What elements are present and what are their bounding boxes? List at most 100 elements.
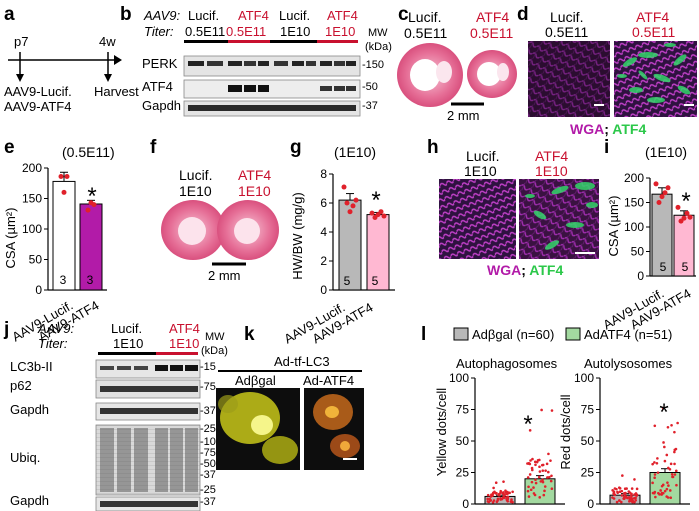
- e-note: (0.5E11): [62, 144, 115, 160]
- panel-letter-b: b: [120, 4, 132, 25]
- h-stain2: ATF4: [529, 262, 563, 278]
- h-titer2: 1E10: [535, 163, 568, 179]
- f-ctrl: Lucif.: [179, 167, 212, 183]
- data-point: [91, 202, 97, 208]
- data-point: [653, 424, 657, 428]
- y-tick-label: 200: [22, 161, 42, 175]
- data-point: [634, 498, 638, 502]
- data-point: [491, 494, 494, 498]
- data-point: [494, 481, 498, 484]
- data-point: [486, 497, 489, 501]
- e-ylabel: CSA (µm²): [3, 208, 18, 269]
- i-n2: 5: [682, 260, 689, 274]
- data-point: [673, 462, 676, 466]
- y-tick-label: 25: [456, 466, 470, 480]
- data-point: [493, 490, 496, 494]
- panel-letter-c: c: [398, 4, 409, 25]
- panel-letter-f: f: [150, 137, 157, 158]
- data-point: [532, 486, 535, 489]
- y-tick-label: 200: [624, 171, 644, 185]
- data-point: [496, 497, 500, 501]
- panel-l-charts: Adβgal (n=60) AdATF4 (n=51) Autophagosom…: [434, 327, 690, 511]
- data-point: [661, 406, 665, 410]
- data-point: [631, 500, 634, 504]
- i-n1: 5: [660, 260, 667, 274]
- c-titer1: 0.5E11: [404, 25, 448, 41]
- panel-letter-a: a: [4, 4, 15, 25]
- b-mw-37: -37: [362, 100, 378, 112]
- chart-l2-plot: 0 25 50 75 100: [574, 371, 690, 511]
- data-point: [630, 487, 634, 490]
- data-point: [621, 474, 624, 477]
- data-point: [498, 493, 501, 497]
- y-tick-label: 75: [581, 403, 595, 417]
- data-point: [653, 181, 659, 187]
- b-mw-label: MW: [368, 27, 388, 39]
- panel-d-fluor: Lucif. ATF4 0.5E11 0.5E11 WGA; ATF4: [528, 9, 697, 137]
- data-point: [622, 497, 625, 500]
- b-row2-label: Titer:: [144, 24, 174, 39]
- f-trt: ATF4: [238, 167, 271, 183]
- h-trt: ATF4: [535, 148, 568, 164]
- data-point: [667, 484, 670, 487]
- timeline-end-label: 4w: [99, 34, 116, 49]
- f-titer1: 1E10: [179, 183, 212, 199]
- data-point: [633, 496, 636, 500]
- data-point: [341, 184, 347, 190]
- data-point: [528, 473, 532, 476]
- data-point: [504, 489, 507, 492]
- data-point: [635, 493, 639, 497]
- l-legend-swatch-atf4: [565, 327, 581, 341]
- data-point: [675, 204, 681, 210]
- data-point: [668, 489, 672, 492]
- k-title: Ad-tf-LC3: [274, 354, 330, 369]
- b-perk-bands: [188, 61, 356, 66]
- panel-j-western: AAV9: Titer: Lucif. ATF4 1E10 1E10 MW (k…: [10, 321, 228, 511]
- data-point: [655, 461, 659, 465]
- data-point: [670, 472, 674, 476]
- chart-l1-plot: 0 25 50 75 100: [449, 371, 565, 511]
- data-point: [665, 185, 671, 191]
- b-group3: Lucif.: [279, 8, 310, 23]
- data-point: [538, 465, 541, 469]
- j-mw-37b: -37: [200, 496, 216, 508]
- data-point: [630, 492, 633, 496]
- data-point: [687, 214, 693, 220]
- h-image-ctrl: [439, 179, 516, 259]
- chart-e-plot: 0 50 100 150 200: [22, 161, 107, 297]
- d-trt: ATF4: [636, 9, 669, 25]
- chart-i-plot: 0 50 100 150 200: [624, 171, 696, 283]
- chart-g-plot: 0 2 4 6 8: [320, 167, 395, 297]
- data-point: [541, 478, 544, 482]
- y-tick-label: 75: [456, 403, 470, 417]
- data-point: [613, 487, 617, 490]
- data-point: [671, 475, 674, 479]
- b-group4: ATF4: [327, 8, 358, 23]
- data-point: [675, 483, 678, 487]
- y-tick-label: 0: [320, 283, 327, 297]
- y-tick-label: 8: [320, 167, 327, 181]
- panel-b-western: AAV9: Titer: Lucif. ATF4 Lucif. ATF4 0.5…: [142, 8, 392, 117]
- l1-title: Autophagosomes: [456, 356, 558, 371]
- data-point: [550, 474, 553, 478]
- y-tick-label: 25: [581, 466, 595, 480]
- d-titer2: 0.5E11: [632, 24, 676, 40]
- data-point: [534, 478, 537, 482]
- timeline-trt-label: AAV9-ATF4: [4, 99, 71, 114]
- data-point: [543, 485, 547, 488]
- data-point: [620, 494, 624, 497]
- j-mw-37: -37: [200, 405, 216, 417]
- i-ylabel: CSA (µm²): [606, 196, 621, 257]
- y-tick-label: 0: [462, 497, 469, 511]
- y-tick-label: 100: [574, 371, 594, 385]
- data-point: [653, 473, 657, 476]
- y-tick-label: 4: [320, 225, 327, 239]
- data-point: [528, 429, 532, 432]
- y-tick-label: 0: [637, 269, 644, 283]
- data-point: [350, 203, 356, 209]
- data-point: [627, 496, 631, 499]
- data-point: [491, 501, 495, 504]
- data-point: [506, 490, 509, 494]
